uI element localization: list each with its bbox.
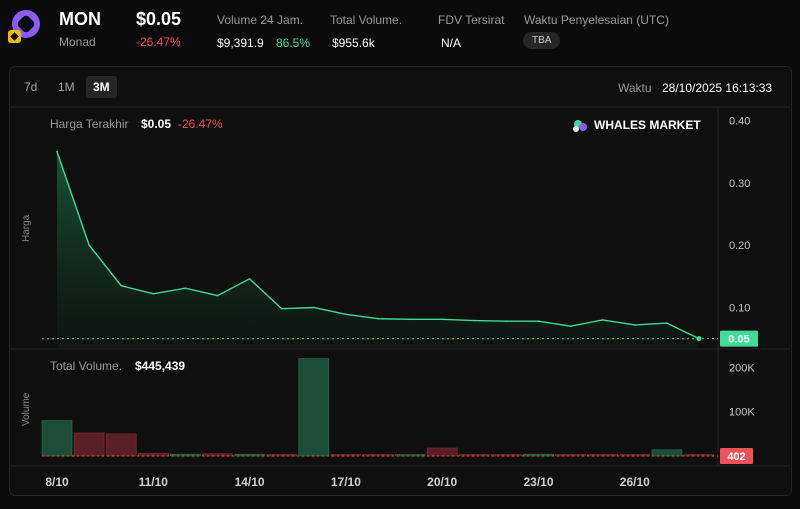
price-point-7 [280, 307, 283, 310]
price-point-9 [345, 313, 347, 316]
chart-panel [9, 66, 792, 496]
timeframe-3m[interactable]: 3M [86, 76, 117, 98]
volume-y-ticks: 100K 200K [729, 363, 755, 419]
price-point-13 [473, 319, 476, 322]
price-point-11 [409, 318, 411, 321]
monad-logo-icon [8, 10, 40, 43]
volume24-value: $9,391.9 [217, 36, 264, 50]
price-point-8 [313, 306, 315, 309]
price-axis-title: Harga [21, 214, 32, 242]
time-label: Waktu [618, 81, 652, 95]
settlement-time-badge: TBA [523, 32, 561, 49]
volume-axis-title: Volume [21, 392, 32, 426]
price-point-6 [248, 278, 251, 280]
whale-logo-icon [573, 120, 587, 132]
volume-bar-13 [458, 454, 490, 457]
market-header: MON Monad $0.05 -26.47% Volume 24 Jam. $… [0, 0, 800, 62]
price-tick-label-0: 0.10 [729, 303, 750, 315]
total-volume-value: $955.6k [332, 36, 375, 50]
x-tick-label-1: 11/10 [139, 475, 169, 489]
x-tick-label-5: 23/10 [523, 475, 553, 489]
volume24-label: Volume 24 Jam. [217, 13, 304, 27]
volume-bar-1 [73, 432, 105, 457]
price-tick-label-3: 0.40 [729, 116, 750, 128]
volume-legend-value: $445,439 [135, 359, 185, 373]
fdv-label: FDV Tersirat [438, 13, 505, 27]
volume-bar-9 [330, 454, 362, 457]
price-legend-change: -26.47% [178, 117, 223, 131]
total-volume-label: Total Volume. [330, 13, 403, 27]
watermark-text: WHALES MARKET [594, 118, 701, 132]
token-price: $0.05 [136, 9, 182, 29]
time-value: 28/10/2025 16:13:33 [662, 81, 773, 95]
volume-tick-label-0: 100K [729, 407, 755, 419]
volume-bar-2 [105, 433, 137, 457]
volume-tick-label-1: 200K [729, 363, 755, 375]
last-volume-badge [720, 448, 753, 464]
timeframe-1m[interactable]: 1M [58, 80, 75, 94]
settlement-time-label: Waktu Penyelesaian (UTC) [524, 13, 669, 27]
price-point-12 [441, 318, 444, 321]
volume-bar-14 [491, 454, 522, 457]
price-area-fill [57, 151, 699, 348]
last-volume-badge-text: 402 [727, 451, 745, 463]
fdv-value: N/A [441, 36, 462, 50]
volume-bar-18 [619, 454, 651, 457]
price-point-16 [569, 325, 572, 328]
price-legend-value: $0.05 [141, 117, 171, 131]
x-axis-ticks: 8/10 11/10 14/10 17/10 20/10 23/10 26/10 [45, 475, 650, 489]
price-area-series: 0.05 [42, 150, 758, 348]
price-y-ticks: 0.10 0.20 0.30 0.40 [729, 116, 750, 315]
last-price-badge-text: 0.05 [728, 334, 749, 346]
price-point-1 [88, 244, 90, 246]
price-change: -26.47% [136, 35, 181, 49]
volume-bar-4 [170, 453, 201, 457]
volume24-change: 86.5% [276, 36, 311, 50]
price-legend-label: Harga Terakhir [50, 117, 128, 131]
price-point-3 [152, 293, 155, 295]
volume-bar-series: 402 [41, 358, 753, 464]
volume-bar-8 [298, 358, 330, 457]
last-price-marker [696, 336, 702, 342]
volume-legend-label: Total Volume. [50, 359, 122, 373]
price-point-15 [537, 320, 540, 323]
price-tick-label-1: 0.20 [729, 240, 750, 252]
price-tick-label-2: 0.30 [729, 178, 750, 190]
x-tick-label-6: 26/10 [620, 475, 650, 489]
x-tick-label-2: 14/10 [235, 475, 265, 489]
volume-bar-16 [555, 454, 586, 457]
price-point-10 [377, 317, 379, 320]
token-ticker: MON [59, 9, 101, 29]
price-point-18 [634, 324, 636, 326]
volume-bar-7 [266, 454, 298, 457]
x-tick-label-3: 17/10 [331, 475, 361, 489]
last-price-badge [720, 330, 758, 347]
token-chain: Monad [59, 35, 96, 49]
price-point-14 [505, 320, 508, 323]
volume-bar-11 [394, 454, 426, 457]
volume-bar-19 [651, 449, 683, 457]
price-point-19 [666, 322, 668, 324]
x-tick-label-0: 8/10 [45, 475, 69, 489]
volume-bar-0 [41, 420, 73, 457]
price-point-0 [56, 150, 58, 153]
price-point-2 [120, 284, 122, 287]
volume-bar-12 [426, 447, 458, 457]
price-point-5 [216, 294, 219, 297]
timeframe-7d[interactable]: 7d [24, 80, 38, 94]
whales-market-watermark: WHALES MARKET [573, 118, 701, 132]
price-point-17 [601, 319, 604, 321]
volume-bar-6 [234, 453, 265, 457]
x-tick-label-4: 20/10 [427, 475, 457, 489]
price-point-4 [184, 287, 187, 290]
